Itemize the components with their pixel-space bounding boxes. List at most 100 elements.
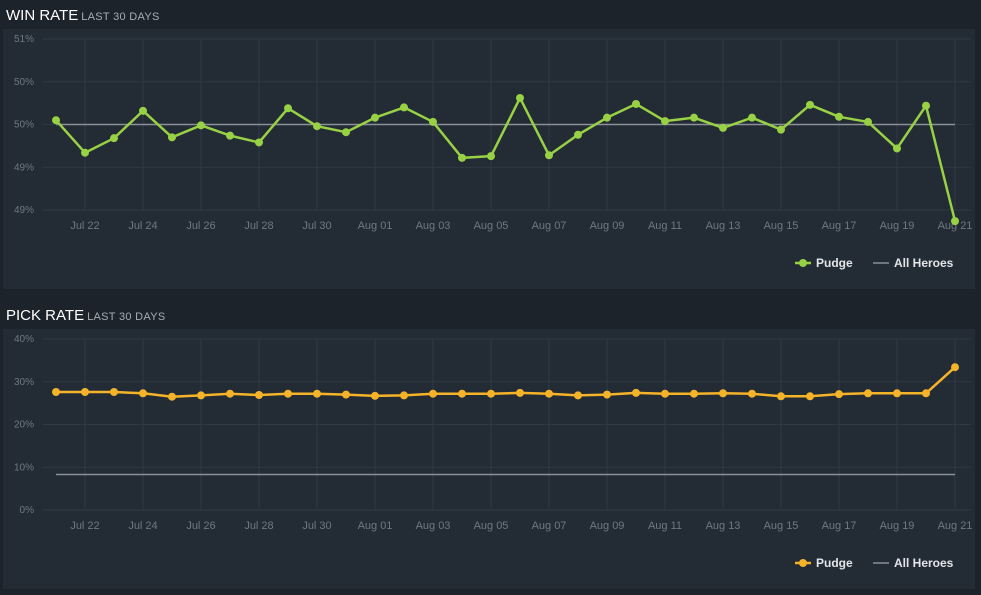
win-rate-x-tick-label: Aug 19 — [880, 220, 915, 232]
pick-rate-pudge-point[interactable] — [951, 363, 959, 372]
win-rate-x-tick-label: Jul 22 — [70, 220, 99, 232]
win-rate-pudge-point[interactable] — [226, 131, 234, 140]
win-rate-pudge-point[interactable] — [516, 93, 524, 102]
pick-rate-pudge-point[interactable] — [661, 389, 669, 398]
win-rate-x-tick-label: Aug 17 — [822, 220, 857, 232]
pick-rate-pudge-point[interactable] — [139, 389, 147, 398]
pick-rate-pudge-point[interactable] — [922, 389, 930, 398]
pick-rate-pudge-point[interactable] — [516, 388, 524, 397]
pick-rate-pudge-point[interactable] — [197, 391, 205, 400]
pick-rate-pudge-point[interactable] — [168, 392, 176, 401]
pick-rate-x-tick-label: Aug 07 — [532, 520, 567, 532]
win-rate-pudge-point[interactable] — [81, 148, 89, 157]
pick-rate-pudge-point[interactable] — [835, 390, 843, 399]
win-rate-y-tick-label: 51% — [14, 34, 34, 45]
win-rate-pudge-point[interactable] — [748, 113, 756, 122]
pick-rate-legend-pudge-marker — [799, 559, 807, 567]
win-rate-pudge-point[interactable] — [429, 117, 437, 126]
win-rate-pudge-line — [55, 96, 957, 222]
pick-rate-pudge-point[interactable] — [806, 392, 814, 401]
win-rate-pudge-point[interactable] — [197, 121, 205, 130]
win-rate-subtitle: LAST 30 DAYS — [81, 11, 160, 23]
pick-rate-pudge-point[interactable] — [81, 388, 89, 397]
pick-rate-pudge-point[interactable] — [284, 389, 292, 398]
pick-rate-pudge-point[interactable] — [342, 390, 350, 399]
pick-rate-pudge-point[interactable] — [632, 388, 640, 397]
win-rate-y-tick-label: 49% — [14, 205, 34, 216]
win-rate-legend-pudge[interactable]: Pudge — [816, 256, 853, 270]
pick-rate-legend-pudge[interactable]: Pudge — [816, 556, 853, 570]
pick-rate-chart: 0% 10% 20% 30% 40% Jul 22 Jul 24 Jul 26 Jul 28 Ju… — [14, 334, 972, 570]
pick-rate-x-tick-label: Jul 30 — [302, 520, 331, 532]
win-rate-pudge-point[interactable] — [806, 100, 814, 109]
pick-rate-subtitle: LAST 30 DAYS — [87, 311, 166, 323]
win-rate-legend-pudge-marker — [799, 259, 807, 267]
win-rate-pudge-point[interactable] — [400, 103, 408, 112]
win-rate-pudge-point[interactable] — [458, 153, 466, 162]
pick-rate-pudge-point[interactable] — [777, 392, 785, 401]
pick-rate-pudge-point[interactable] — [255, 391, 263, 400]
pick-rate-x-tick-label: Aug 13 — [706, 520, 741, 532]
win-rate-x-tick-label: Aug 05 — [474, 220, 509, 232]
pick-rate-panel: 0% 10% 20% 30% 40% Jul 22 Jul 24 Jul 26 Jul 28 Ju… — [3, 329, 975, 589]
win-rate-pudge-point[interactable] — [777, 125, 785, 134]
pick-rate-pudge-point[interactable] — [313, 389, 321, 398]
win-rate-x-tick-label: Aug 09 — [590, 220, 625, 232]
pick-rate-pudge-point[interactable] — [458, 389, 466, 398]
win-rate-x-tick-label: Aug 13 — [706, 220, 741, 232]
win-rate-pudge-point[interactable] — [690, 113, 698, 122]
pick-rate-pudge-point[interactable] — [110, 388, 118, 397]
win-rate-y-tick-label: 50% — [14, 120, 34, 131]
pick-rate-pudge-point[interactable] — [371, 391, 379, 400]
pick-rate-x-tick-label: Jul 28 — [244, 520, 273, 532]
win-rate-pudge-point[interactable] — [313, 122, 321, 131]
win-rate-pudge-point[interactable] — [342, 128, 350, 137]
win-rate-pudge-point[interactable] — [574, 130, 582, 139]
win-rate-legend-all-heroes[interactable]: All Heroes — [894, 256, 954, 270]
pick-rate-pudge-point[interactable] — [574, 391, 582, 400]
win-rate-pudge-point[interactable] — [603, 113, 611, 122]
pick-rate-pudge-point[interactable] — [893, 389, 901, 398]
win-rate-pudge-point[interactable] — [632, 99, 640, 108]
pick-rate-pudge-point[interactable] — [603, 390, 611, 399]
win-rate-pudge-point[interactable] — [371, 113, 379, 122]
win-rate-pudge-point[interactable] — [139, 106, 147, 115]
pick-rate-pudge-point[interactable] — [226, 389, 234, 398]
win-rate-panel: 49% 49% 50% 50% 51% Jul 22 Jul 24 Jul 26 Jul 28 J… — [3, 29, 975, 289]
pick-rate-x-tick-label: Jul 26 — [186, 520, 215, 532]
win-rate-pudge-point[interactable] — [835, 112, 843, 121]
pick-rate-pudge-point[interactable] — [864, 389, 872, 398]
pick-rate-pudge-point[interactable] — [748, 389, 756, 398]
win-rate-pudge-point[interactable] — [52, 116, 60, 125]
pick-rate-pudge-point[interactable] — [487, 389, 495, 398]
pick-rate-pudge-point[interactable] — [719, 389, 727, 398]
pick-rate-pudge-point[interactable] — [429, 389, 437, 398]
pick-rate-y-tick-label: 30% — [14, 377, 34, 388]
pick-rate-pudge-point[interactable] — [400, 391, 408, 400]
win-rate-pudge-point[interactable] — [110, 134, 118, 143]
win-rate-pudge-point[interactable] — [864, 117, 872, 126]
win-rate-pudge-point[interactable] — [661, 117, 669, 126]
pick-rate-title: PICK RATE — [6, 307, 85, 324]
pick-rate-pudge-point[interactable] — [52, 388, 60, 397]
pick-rate-legend-all-heroes[interactable]: All Heroes — [894, 556, 954, 570]
win-rate-pudge-point[interactable] — [255, 138, 263, 147]
win-rate-pudge-point[interactable] — [951, 217, 959, 226]
win-rate-pudge-point[interactable] — [893, 144, 901, 153]
pick-rate-x-tick-label: Aug 19 — [880, 520, 915, 532]
pick-rate-x-tick-label: Jul 22 — [70, 520, 99, 532]
win-rate-pudge-point[interactable] — [719, 123, 727, 132]
win-rate-x-tick-label: Aug 03 — [416, 220, 451, 232]
win-rate-pudge-point[interactable] — [168, 133, 176, 142]
pick-rate-pudge-point[interactable] — [545, 389, 553, 398]
win-rate-pudge-point[interactable] — [487, 152, 495, 161]
win-rate-pudge-point[interactable] — [545, 151, 553, 160]
pick-rate-x-tick-label: Aug 03 — [416, 520, 451, 532]
win-rate-pudge-point[interactable] — [922, 101, 930, 110]
win-rate-x-tick-label: Jul 28 — [244, 220, 273, 232]
pick-rate-pudge-point[interactable] — [690, 389, 698, 398]
pick-rate-y-tick-label: 40% — [14, 334, 34, 345]
pick-rate-x-tick-label: Aug 09 — [590, 520, 625, 532]
win-rate-pudge-point[interactable] — [284, 104, 292, 113]
pick-rate-x-tick-label: Aug 17 — [822, 520, 857, 532]
